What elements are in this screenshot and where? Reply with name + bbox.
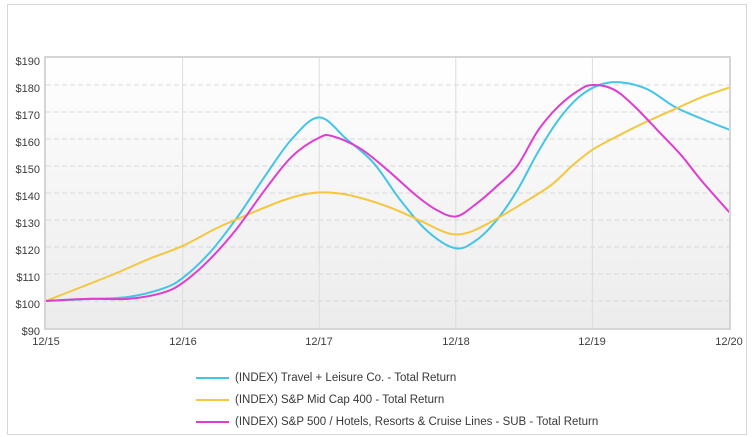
series-line-1 bbox=[46, 86, 729, 302]
series-line-2 bbox=[46, 83, 729, 302]
chart-legend: (INDEX) Travel + Leisure Co. - Total Ret… bbox=[196, 371, 598, 429]
x-tick-12-16: 12/16 bbox=[169, 336, 197, 348]
legend-line-sp-midcap-400 bbox=[196, 399, 229, 401]
chart-card: $190 $180 $170 $160 $150 $140 $130 $120 … bbox=[7, 4, 747, 435]
legend-item: (INDEX) S&P 500 / Hotels, Resorts & Crui… bbox=[196, 415, 598, 429]
plot-svg bbox=[46, 58, 729, 328]
x-tick-12-17: 12/17 bbox=[305, 336, 333, 348]
series-line-0 bbox=[46, 81, 729, 302]
plot-area bbox=[44, 56, 731, 330]
y-tick-180: $180 bbox=[15, 83, 40, 95]
y-tick-130: $130 bbox=[15, 218, 40, 230]
legend-label: (INDEX) Travel + Leisure Co. - Total Ret… bbox=[235, 372, 457, 384]
legend-line-travel-leisure bbox=[196, 377, 229, 379]
x-tick-12-20: 12/20 bbox=[715, 336, 743, 348]
legend-line-sp500-hotels-cruise bbox=[196, 421, 229, 423]
y-tick-110: $110 bbox=[16, 272, 40, 284]
legend-item: (INDEX) Travel + Leisure Co. - Total Ret… bbox=[196, 371, 598, 385]
y-tick-90: $90 bbox=[21, 326, 40, 338]
y-tick-150: $150 bbox=[15, 164, 40, 176]
legend-label: (INDEX) S&P 500 / Hotels, Resorts & Crui… bbox=[235, 416, 599, 428]
x-tick-12-15: 12/15 bbox=[32, 336, 60, 348]
y-tick-140: $140 bbox=[15, 191, 40, 203]
legend-item: (INDEX) S&P Mid Cap 400 - Total Return bbox=[196, 393, 598, 407]
y-tick-100: $100 bbox=[15, 299, 40, 311]
y-tick-160: $160 bbox=[15, 137, 40, 149]
x-tick-12-19: 12/19 bbox=[578, 336, 606, 348]
y-tick-120: $120 bbox=[15, 245, 40, 257]
legend-label: (INDEX) S&P Mid Cap 400 - Total Return bbox=[235, 394, 445, 406]
x-tick-12-18: 12/18 bbox=[442, 336, 470, 348]
y-tick-190: $190 bbox=[15, 56, 40, 68]
y-tick-170: $170 bbox=[15, 110, 40, 122]
